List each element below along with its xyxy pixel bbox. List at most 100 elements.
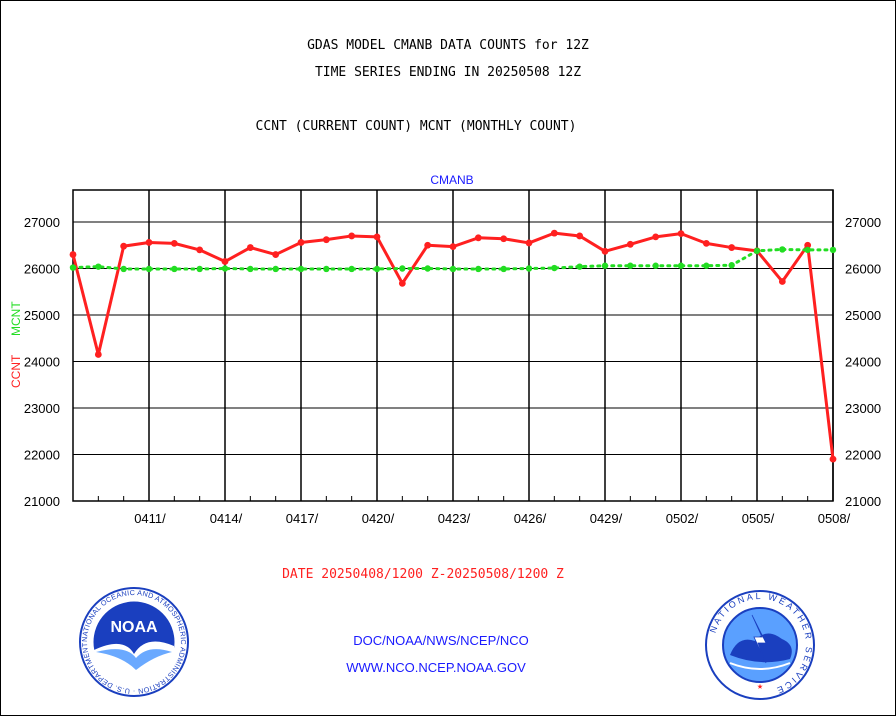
grid-layer: [73, 190, 834, 501]
point-ccnt: [348, 232, 356, 240]
point-mcnt: [348, 265, 355, 273]
point-ccnt: [601, 247, 609, 255]
y-axis-label: CCNT MCNT: [9, 301, 23, 388]
x-tick-label: 0502/: [666, 511, 699, 526]
point-ccnt: [778, 278, 786, 285]
nws-star-icon: ★: [757, 681, 763, 692]
point-ccnt: [69, 251, 77, 258]
point-mcnt: [95, 263, 102, 270]
y-tick-label-right: 21000: [845, 494, 881, 509]
point-mcnt: [196, 265, 203, 273]
point-ccnt: [272, 251, 280, 258]
point-ccnt: [474, 234, 482, 242]
station-label: CMANB: [430, 173, 473, 187]
point-mcnt: [247, 265, 254, 273]
chart-title-line-2: TIME SERIES ENDING IN 20250508 12Z: [314, 65, 582, 80]
y-tick-label-left: 27000: [24, 215, 60, 230]
point-mcnt: [399, 265, 406, 272]
footer-website: WWW.NCO.NCEP.NOAA.GOV: [346, 660, 526, 675]
point-mcnt: [677, 262, 685, 269]
point-ccnt: [145, 239, 153, 246]
point-ccnt: [576, 232, 584, 240]
point-ccnt: [550, 229, 558, 237]
x-tick-label: 0411/: [134, 511, 166, 526]
series-layer: [69, 229, 837, 463]
y-tick-label-left: 23000: [24, 401, 60, 416]
point-mcnt: [703, 262, 710, 269]
y-tick-label-right: 24000: [845, 355, 881, 370]
y-tick-label-left: 21000: [24, 494, 60, 509]
chart-title-line-1: GDAS MODEL CMANB DATA COUNTS for 12Z: [307, 38, 589, 53]
point-mcnt: [804, 246, 811, 254]
point-ccnt: [170, 239, 178, 247]
point-ccnt: [677, 230, 685, 238]
point-mcnt: [120, 265, 127, 273]
x-tick-label: 0423/: [438, 511, 471, 526]
y-tick-label-right: 25000: [845, 308, 881, 323]
point-mcnt: [69, 264, 77, 271]
point-mcnt: [728, 262, 735, 269]
y-label-mcnt: MCNT: [9, 301, 23, 336]
point-ccnt: [525, 239, 533, 247]
footer-org-path: DOC/NOAA/NWS/NCEP/NCO: [353, 633, 529, 648]
point-mcnt: [500, 265, 507, 273]
x-tick-label: 0429/: [590, 511, 623, 526]
point-ccnt: [829, 455, 837, 463]
point-ccnt: [246, 244, 254, 251]
point-ccnt: [728, 244, 736, 251]
y-tick-label-right: 22000: [845, 448, 881, 463]
noaa-logo: NOAA NATIONAL OCEANIC AND ATMOSPHERIC AD…: [79, 587, 189, 697]
point-ccnt: [626, 240, 634, 248]
point-mcnt: [551, 264, 558, 272]
point-ccnt: [221, 258, 229, 265]
point-ccnt: [424, 241, 432, 249]
point-mcnt: [829, 246, 837, 254]
point-mcnt: [221, 265, 229, 272]
x-tick-label: 0414/: [210, 511, 243, 526]
point-ccnt: [297, 239, 305, 246]
axis-layer: 21000 21000 22000 22000 23000 23000 24000 24000…: [24, 215, 881, 526]
point-mcnt: [424, 265, 431, 272]
point-mcnt: [171, 265, 178, 273]
noaa-wordmark: NOAA: [110, 619, 158, 636]
point-ccnt: [94, 351, 102, 358]
point-mcnt: [627, 262, 634, 269]
point-mcnt: [601, 262, 609, 269]
point-mcnt: [652, 262, 659, 269]
point-ccnt: [322, 236, 330, 244]
y-tick-label-left: 22000: [24, 448, 60, 463]
point-mcnt: [753, 247, 761, 255]
point-ccnt: [702, 239, 710, 247]
y-label-ccnt: CCNT: [9, 354, 23, 388]
point-mcnt: [525, 265, 533, 272]
point-ccnt: [398, 279, 406, 287]
y-tick-label-left: 26000: [24, 262, 60, 277]
nws-logo: NATIONAL WEATHER SERVICE ★: [705, 590, 815, 700]
x-tick-label: 0420/: [362, 511, 395, 526]
y-tick-label-left: 24000: [24, 355, 60, 370]
point-ccnt: [500, 235, 508, 243]
x-tick-label: 0508/: [818, 511, 851, 526]
point-mcnt: [373, 265, 381, 273]
x-tick-label: 0505/: [742, 511, 775, 526]
point-ccnt: [804, 241, 812, 249]
point-ccnt: [120, 242, 128, 250]
y-tick-label-right: 26000: [845, 262, 881, 277]
point-ccnt: [196, 246, 204, 254]
point-ccnt: [652, 233, 660, 241]
point-mcnt: [272, 265, 279, 273]
date-range-label: DATE 20250408/1200 Z-20250508/1200 Z: [282, 567, 564, 582]
y-tick-label-right: 27000: [845, 215, 881, 230]
point-mcnt: [449, 265, 457, 273]
y-tick-label-right: 23000: [845, 401, 881, 416]
point-mcnt: [323, 265, 330, 273]
point-mcnt: [475, 265, 482, 273]
chart-subtitle: CCNT (CURRENT COUNT) MCNT (MONTHLY COUNT…: [255, 119, 577, 134]
y-tick-label-left: 25000: [24, 308, 60, 323]
point-mcnt: [576, 263, 583, 270]
x-tick-label: 0417/: [286, 511, 319, 526]
point-mcnt: [145, 265, 153, 273]
point-ccnt: [449, 243, 457, 251]
x-tick-label: 0426/: [514, 511, 547, 526]
